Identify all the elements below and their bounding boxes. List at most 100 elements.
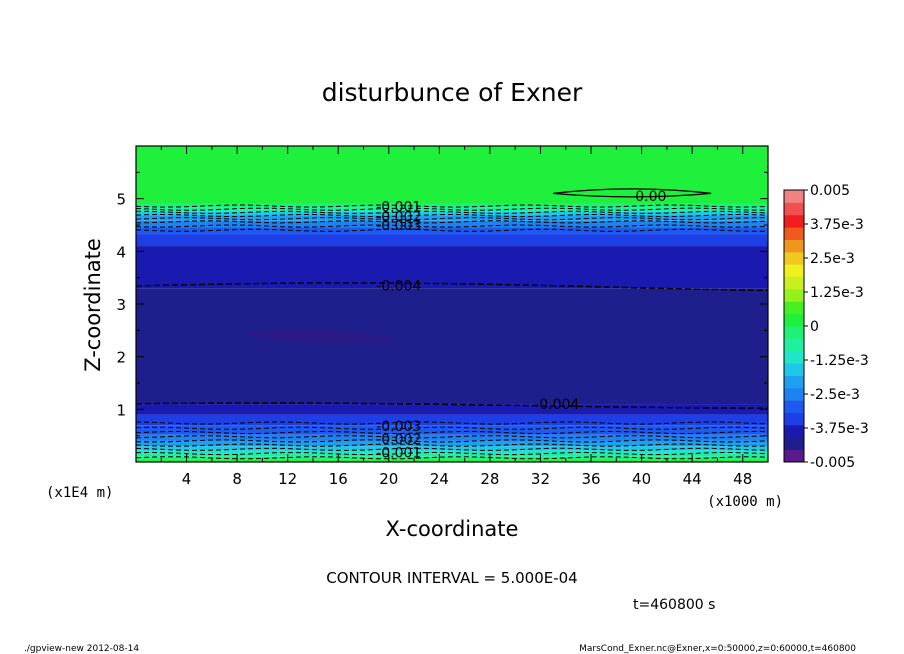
y-tick-label-2: 2: [116, 349, 126, 367]
x-tick-label-36: 36: [581, 470, 600, 488]
x-tick-label-16: 16: [329, 470, 348, 488]
colorbar-segment-8: [784, 350, 804, 364]
colorbar-label-7: -3.75e-3: [810, 421, 869, 437]
contour-band-0: [136, 459, 768, 462]
contour-line-16: [135, 204, 769, 208]
colorbar-segment-18: [784, 227, 804, 240]
x-tick-label-12: 12: [278, 470, 297, 488]
contour-line-11: [135, 220, 769, 224]
colorbar-segment-0: [784, 449, 804, 463]
plot-area: [135, 145, 769, 463]
colorbar-label-3: 1.25e-3: [810, 285, 864, 301]
contour-line-upper-004: [135, 282, 769, 292]
contour-label-0: 0.00: [635, 189, 666, 205]
colorbar-label-6: -2.5e-3: [810, 387, 860, 403]
contour-band-5: [136, 440, 768, 447]
contour-label-3: -0.003: [376, 218, 421, 234]
low-value-patch: [243, 328, 402, 345]
contour-line-12: [135, 217, 768, 221]
contour-label-4: -0.004: [376, 279, 421, 295]
contour-line-5: [135, 435, 769, 439]
contour-label-7: -0.002: [376, 432, 421, 448]
colorbar-segment-9: [784, 338, 804, 352]
closed-contour: [553, 188, 712, 198]
colorbar-segment-13: [784, 288, 804, 302]
colorbar-label-0: 0.005: [810, 183, 850, 199]
colorbar-segment-4: [784, 400, 804, 414]
time-text: t=460800 s: [633, 597, 715, 613]
colorbar-segment-16: [784, 251, 804, 265]
x-tick-label-48: 48: [733, 470, 752, 488]
colorbar-label-5: -1.25e-3: [810, 353, 869, 369]
contour-line-0: [135, 456, 769, 460]
colorbar-label-2: 2.5e-3: [810, 251, 855, 267]
contour-band-14: [136, 220, 768, 228]
contour-band-16: [136, 211, 768, 216]
colorbar: 0.005 3.75e-3 2.5e-3 1.25e-3 0 -1.25e-3 -2.5e-…: [783, 183, 869, 471]
x-tick-label-20: 20: [379, 470, 398, 488]
x-axis-label: X-coordinate: [386, 517, 519, 541]
contour-line-15: [135, 207, 769, 211]
y-tick-label-1: 1: [116, 401, 126, 419]
contour-band-19: [136, 146, 768, 204]
colorbar-segment-15: [784, 264, 804, 278]
contour-band-8: [136, 414, 768, 426]
x-tick-label-32: 32: [531, 470, 550, 488]
colorbar-segment-7: [784, 363, 804, 376]
x-tick-label-44: 44: [683, 470, 702, 488]
contour-band-12: [136, 234, 768, 247]
colorbar-segment-17: [784, 239, 804, 253]
contour-line-1: [135, 451, 769, 456]
contour-line-9: [135, 228, 769, 232]
contour-band-11: [136, 246, 768, 289]
x-tick-label-4: 4: [182, 470, 192, 488]
colorbar-segment-6: [784, 375, 804, 389]
contour-band-9: [136, 404, 768, 415]
contour-label-5: -0.004: [534, 397, 579, 413]
x-tick-label-24: 24: [430, 470, 449, 488]
x-axis-unit: (x1000 m): [707, 494, 783, 510]
colorbar-segment-11: [784, 313, 804, 327]
contour-label-1: -0.001: [376, 200, 421, 216]
contour-band-1: [136, 456, 768, 460]
contour-band-4: [136, 446, 768, 451]
y-tick-label-5: 5: [116, 191, 126, 209]
x-axis: 4 8 12 16 20 24 28 32 36 40 44 48: [135, 146, 769, 488]
x-tick-label-40: 40: [632, 470, 651, 488]
contour-line-13: [135, 213, 769, 218]
colorbar-segment-1: [784, 437, 804, 451]
contour-line-14: [135, 210, 769, 214]
x-tick-label-28: 28: [480, 470, 499, 488]
contour-label-2: -0.002: [376, 210, 421, 226]
y-tick-label-3: 3: [116, 296, 126, 314]
chart-title: disturbunce of Exner: [322, 78, 583, 107]
contour-line-6: [135, 430, 769, 435]
colorbar-segment-19: [784, 214, 804, 228]
y-axis-unit: (x1E4 m): [46, 485, 113, 501]
x-tick-label-8: 8: [232, 470, 242, 488]
contour-labels: 0.00-0.001-0.002-0.003-0.004-0.004-0.003…: [376, 189, 666, 461]
contour-line-3: [135, 443, 769, 447]
y-axis-label: Z-coordinate: [81, 238, 105, 372]
contour-line-lower-004: [135, 402, 769, 409]
contour-line-8: [135, 421, 769, 425]
footer-right: MarsCond_Exner.nc@Exner,x=0:50000,z=0:60…: [579, 644, 856, 654]
contour-band-6: [136, 434, 768, 441]
colorbar-label-8: -0.005: [810, 455, 855, 471]
y-tick-label-4: 4: [116, 243, 126, 261]
colorbar-segment-21: [784, 190, 804, 203]
contour-band-2: [136, 453, 768, 457]
contour-line-2: [135, 447, 769, 451]
contour-band-10: [136, 288, 768, 405]
contour-band-18: [136, 203, 768, 208]
contour-line-10: [135, 224, 769, 228]
footer-left: ./gpview-new 2012-08-14: [24, 644, 139, 654]
contour-band-7: [136, 425, 768, 435]
colorbar-label-1: 3.75e-3: [810, 217, 864, 233]
contour-label-8: -0.001: [376, 446, 421, 462]
contour-band-3: [136, 450, 768, 454]
colorbar-label-4: 0: [810, 319, 819, 335]
colorbar-segment-5: [784, 387, 804, 401]
colorbar-segment-2: [784, 424, 804, 438]
